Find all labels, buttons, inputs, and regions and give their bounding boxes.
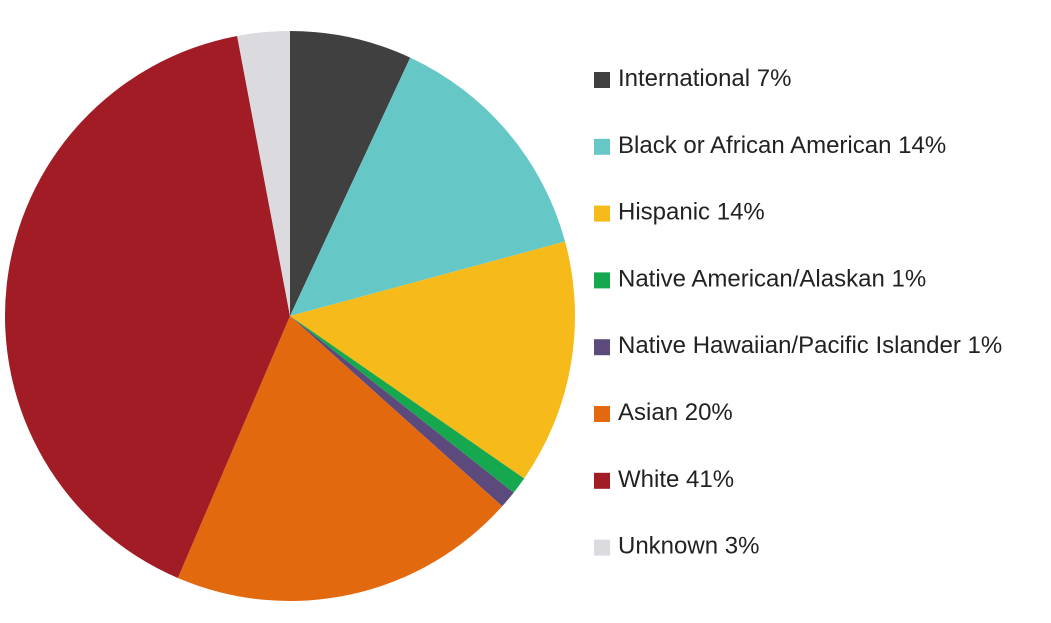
legend-swatch: [594, 72, 610, 88]
legend-value: 3%: [725, 533, 760, 560]
pie-slice: [4, 35, 291, 579]
legend-swatch: [594, 272, 610, 289]
legend-label: Unknown 3%: [618, 533, 759, 560]
legend-value: 1%: [968, 333, 1003, 360]
pie-slice: [290, 316, 514, 507]
legend-value: 7%: [757, 65, 792, 92]
legend-value: 14%: [898, 132, 946, 159]
legend-label: Native Hawaiian/Pacific Islander 1%: [618, 333, 1002, 360]
legend-category: International: [618, 65, 750, 92]
pie-slice: [290, 241, 575, 479]
legend-label: Native American/Alaskan 1%: [618, 266, 926, 293]
legend-category: Hispanic: [618, 199, 710, 226]
legend-value: 1%: [891, 266, 926, 293]
legend-category: Black or African American: [618, 132, 891, 159]
legend-category: White: [618, 466, 679, 493]
legend-category: Asian: [618, 399, 678, 426]
legend-label: White 41%: [618, 466, 734, 493]
pie-slice: [177, 316, 503, 601]
legend-category: Native Hawaiian/Pacific Islander: [618, 333, 961, 360]
legend-swatch: [594, 406, 610, 422]
legend-category: Unknown: [618, 533, 718, 560]
legend-label: Black or African American 14%: [618, 132, 946, 159]
legend-swatch: [594, 472, 610, 489]
legend-swatch: [594, 339, 610, 356]
pie-slice: [290, 316, 525, 493]
legend-label: Hispanic 14%: [618, 199, 765, 226]
pie-slice: [290, 57, 566, 317]
legend-category: Native American/Alaskan: [618, 266, 885, 293]
pie-slice: [290, 31, 411, 316]
legend-value: 20%: [685, 399, 733, 426]
legend-label: International 7%: [618, 65, 791, 92]
legend-value: 14%: [717, 199, 765, 226]
legend-swatch: [594, 205, 610, 222]
legend-label: Asian 20%: [618, 399, 733, 426]
pie-slice: [237, 31, 290, 316]
legend-swatch: [594, 138, 610, 155]
legend-swatch: [594, 539, 610, 556]
legend-value: 41%: [686, 466, 734, 493]
